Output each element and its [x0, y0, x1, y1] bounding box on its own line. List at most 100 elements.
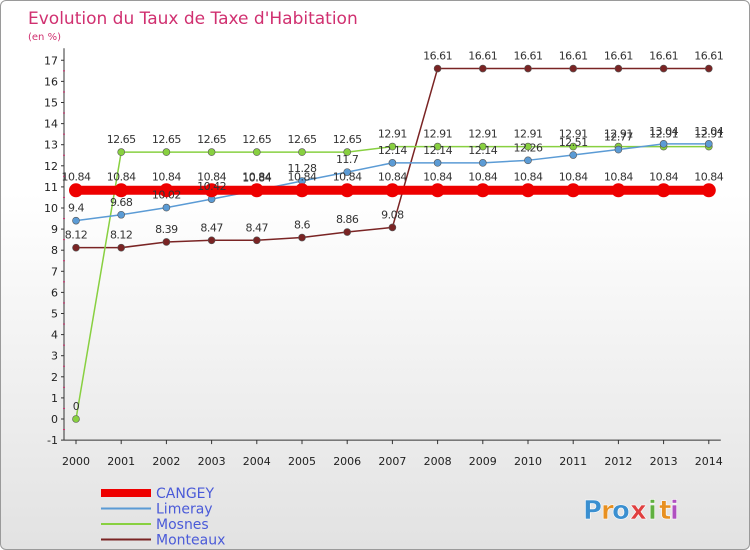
data-point-monteaux	[117, 243, 125, 252]
x-tick-label: 2001	[107, 455, 135, 468]
data-label-limeray: 10.42	[197, 180, 226, 193]
data-point-mosnes	[298, 148, 306, 156]
y-tick-label: 8	[51, 244, 58, 257]
data-point-monteaux	[162, 238, 171, 246]
y-tick-label: 2	[51, 371, 58, 384]
x-tick-label: 2000	[62, 455, 90, 468]
data-label-limeray: 12.51	[559, 136, 588, 149]
data-label-cangey: 10.84	[62, 170, 91, 183]
y-tick-label: 0	[51, 413, 58, 426]
data-label-mosnes: 12.91	[559, 128, 588, 141]
data-point-monteaux	[298, 233, 306, 242]
data-point-cangey	[430, 183, 445, 198]
proxiti-logo-letter: P	[583, 496, 602, 526]
data-label-cangey: 10.84	[423, 170, 452, 183]
data-label-cangey: 10.84	[197, 170, 226, 183]
data-label-limeray: 12.77	[604, 131, 633, 144]
data-label-limeray: 12.14	[378, 144, 407, 157]
data-point-limeray	[569, 151, 578, 159]
y-tick-label: 14	[44, 118, 58, 131]
data-label-monteaux: 8.12	[65, 229, 88, 242]
data-point-cangey	[701, 183, 716, 198]
data-label-cangey: 10.84	[604, 170, 633, 183]
data-label-cangey: 10.84	[378, 170, 407, 183]
x-tick-label: 2008	[424, 455, 452, 468]
y-tick-label: 1	[51, 392, 58, 405]
data-label-cangey: 10.84	[514, 170, 543, 183]
x-tick-label: 2005	[288, 455, 316, 468]
data-point-monteaux	[569, 64, 578, 73]
data-label-cangey: 10.84	[152, 170, 181, 183]
x-tick-label: 2003	[198, 455, 226, 468]
x-tick-label: 2009	[469, 455, 497, 468]
data-label-limeray: 10.84	[242, 171, 271, 184]
chart-title: Evolution du Taux de Taxe d'Habitation	[28, 9, 358, 29]
data-label-mosnes: 12.91	[468, 128, 497, 141]
y-tick-label: 6	[51, 286, 58, 299]
data-label-cangey: 10.84	[333, 170, 362, 183]
x-tick-label: 2004	[243, 455, 271, 468]
data-label-mosnes: 12.65	[288, 133, 317, 146]
proxiti-logo-letter: t	[659, 496, 671, 526]
legend-label-limeray: Limeray	[156, 502, 213, 518]
data-point-cangey	[295, 183, 309, 198]
data-point-mosnes	[343, 148, 352, 156]
data-label-mosnes: 12.65	[333, 133, 362, 146]
data-point-cangey	[475, 183, 490, 198]
x-tick-label: 2010	[514, 455, 542, 468]
data-point-monteaux	[614, 64, 623, 73]
data-point-monteaux	[343, 228, 352, 236]
data-label-monteaux: 16.61	[468, 50, 497, 63]
y-tick-label: 17	[44, 54, 58, 67]
data-point-monteaux	[388, 223, 397, 232]
legend-label-mosnes: Mosnes	[156, 517, 209, 533]
data-label-monteaux: 8.39	[155, 223, 178, 236]
data-point-mosnes	[117, 148, 125, 156]
data-point-mosnes	[524, 142, 532, 151]
data-label-cangey: 10.84	[107, 170, 136, 183]
data-label-limeray: 9.68	[110, 196, 133, 209]
x-tick-label: 2002	[152, 455, 180, 468]
y-tick-label: 11	[44, 181, 58, 194]
data-point-cangey	[69, 183, 83, 198]
data-label-mosnes: 0	[73, 400, 80, 413]
data-point-cangey	[385, 183, 400, 198]
data-point-limeray	[659, 140, 668, 148]
data-label-limeray: 10.02	[152, 189, 181, 202]
x-tick-label: 2006	[333, 455, 361, 468]
data-point-mosnes	[569, 142, 578, 151]
proxiti-logo-letter: x	[630, 496, 647, 526]
proxiti-logo-letter: r	[601, 496, 614, 526]
y-tick-label: 10	[44, 202, 58, 215]
y-tick-label: -1	[47, 434, 58, 447]
data-point-cangey	[340, 183, 355, 198]
data-label-limeray: 11.7	[336, 153, 359, 166]
y-tick-label: 13	[44, 139, 58, 152]
data-label-mosnes: 12.91	[378, 128, 407, 141]
y-tick-label: 4	[51, 329, 58, 342]
chart-subtitle: (en %)	[28, 32, 61, 43]
data-label-mosnes: 12.65	[242, 133, 271, 146]
x-tick-label: 2014	[695, 455, 723, 468]
data-point-mosnes	[162, 148, 171, 156]
data-label-limeray: 11.28	[288, 162, 317, 175]
data-point-limeray	[704, 140, 713, 148]
data-label-limeray: 12.14	[468, 144, 497, 157]
y-tick-label: 15	[44, 97, 58, 110]
data-point-mosnes	[253, 148, 261, 156]
data-label-monteaux: 16.61	[559, 50, 588, 63]
data-label-monteaux: 9.08	[381, 208, 404, 221]
data-point-limeray	[433, 159, 442, 167]
data-point-cangey	[159, 183, 174, 198]
x-tick-label: 2011	[559, 455, 587, 468]
data-label-mosnes: 12.91	[423, 128, 452, 141]
data-point-monteaux	[207, 236, 216, 245]
data-label-limeray: 12.14	[423, 144, 452, 157]
data-label-cangey: 10.84	[559, 170, 588, 183]
data-label-monteaux: 8.86	[336, 213, 359, 226]
data-label-mosnes: 12.91	[649, 128, 678, 141]
data-point-monteaux	[433, 64, 442, 73]
data-point-mosnes	[72, 415, 80, 423]
x-tick-label: 2013	[650, 455, 678, 468]
